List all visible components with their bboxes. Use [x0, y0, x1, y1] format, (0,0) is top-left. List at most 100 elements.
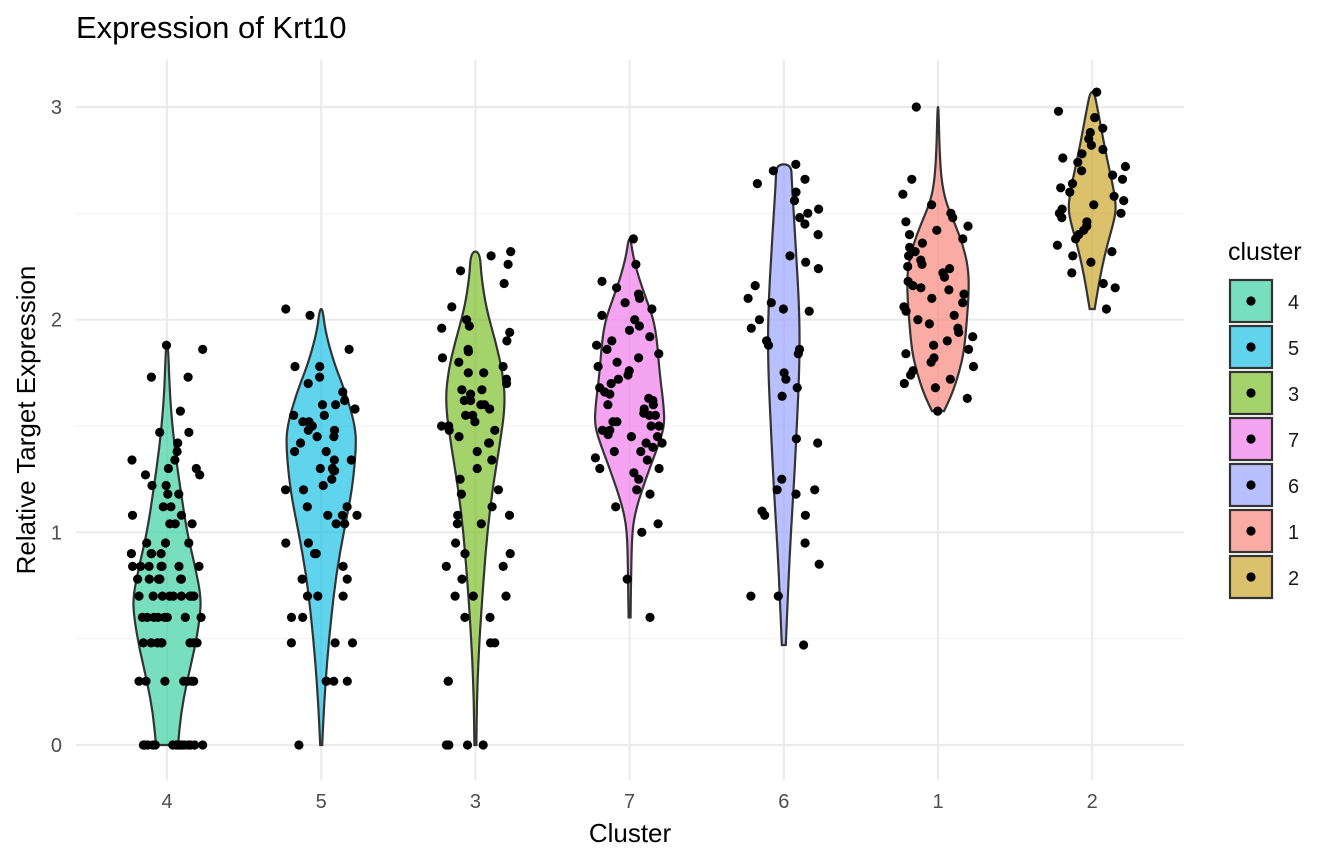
data-point: [466, 389, 476, 399]
data-point: [609, 446, 619, 457]
violin-cluster-6: [766, 163, 801, 647]
data-point: [645, 612, 655, 623]
data-point: [168, 591, 178, 601]
data-point: [766, 298, 776, 308]
data-point: [814, 204, 824, 214]
legend-key-point: [1246, 296, 1256, 306]
data-point: [340, 519, 350, 529]
legend-label: 6: [1288, 476, 1299, 498]
data-point: [1098, 123, 1108, 133]
data-point: [791, 489, 801, 499]
x-axis-ticks: 4 5 3 7 6 1 2: [161, 791, 1097, 813]
data-point: [654, 421, 664, 431]
data-point: [1058, 153, 1068, 163]
data-point: [929, 353, 939, 363]
violin-cluster-3: [445, 250, 506, 747]
data-point: [762, 336, 772, 346]
data-point: [1090, 113, 1100, 123]
jitter-points: [126, 87, 1130, 750]
data-point: [338, 387, 348, 397]
data-point: [634, 353, 644, 363]
data-point: [194, 561, 204, 572]
data-point: [746, 591, 756, 601]
data-point: [927, 200, 937, 210]
data-point: [1073, 157, 1083, 167]
data-point: [620, 298, 630, 308]
data-point: [1077, 149, 1087, 159]
data-point: [338, 561, 348, 572]
data-point: [315, 372, 325, 382]
data-point: [504, 510, 515, 520]
data-point: [624, 366, 634, 376]
data-point: [183, 740, 193, 750]
data-point: [1098, 144, 1108, 155]
data-point: [163, 489, 173, 499]
data-point: [450, 591, 460, 601]
data-point: [968, 332, 978, 342]
legend-label: 4: [1288, 292, 1299, 314]
data-point: [454, 357, 464, 367]
data-point: [791, 187, 801, 197]
y-tick-label: 1: [51, 522, 62, 544]
data-point: [899, 378, 909, 389]
data-point: [1116, 208, 1126, 218]
data-point: [441, 561, 451, 572]
data-point: [606, 378, 616, 389]
data-point: [626, 432, 637, 442]
legend-label: 2: [1288, 568, 1299, 590]
data-point: [437, 421, 447, 431]
data-point: [799, 640, 809, 650]
data-point: [913, 315, 923, 325]
data-point: [315, 361, 325, 372]
data-point: [176, 591, 186, 601]
data-point: [468, 410, 478, 420]
data-point: [772, 485, 782, 495]
data-point: [899, 302, 909, 312]
data-point: [305, 310, 315, 320]
data-point: [290, 361, 300, 372]
legend-label: 3: [1288, 384, 1299, 406]
data-point: [148, 591, 158, 601]
data-point: [187, 676, 197, 686]
data-point: [592, 340, 602, 350]
y-axis-title: Relative Target Expression: [11, 266, 41, 575]
data-point: [286, 638, 296, 648]
data-point: [172, 446, 182, 457]
data-point: [157, 638, 167, 648]
data-point: [654, 463, 664, 474]
data-point: [153, 612, 163, 623]
data-point: [1067, 268, 1077, 278]
data-point: [184, 538, 194, 548]
data-point: [493, 485, 503, 495]
data-point: [634, 321, 645, 331]
data-point: [945, 374, 955, 384]
data-point: [174, 561, 184, 572]
data-point: [503, 259, 513, 269]
x-axis-title: Cluster: [589, 818, 672, 848]
data-point: [144, 561, 154, 572]
data-point: [315, 463, 325, 474]
data-point: [501, 374, 511, 384]
data-point: [641, 438, 651, 448]
data-point: [472, 463, 482, 474]
data-point: [142, 538, 152, 548]
data-point: [191, 463, 201, 474]
data-point: [281, 485, 291, 495]
data-point: [964, 344, 974, 354]
data-point: [468, 591, 478, 601]
data-point: [916, 255, 926, 265]
data-point: [198, 344, 208, 354]
data-point: [498, 561, 508, 572]
data-point: [789, 196, 800, 206]
data-point: [933, 406, 943, 416]
data-point: [155, 574, 165, 584]
data-point: [904, 230, 915, 240]
data-point: [294, 740, 304, 750]
legend-title: cluster: [1228, 238, 1302, 266]
data-point: [477, 385, 487, 395]
data-point: [1085, 127, 1095, 138]
y-tick-label: 2: [51, 310, 62, 332]
data-point: [138, 638, 148, 648]
data-point: [968, 361, 979, 372]
data-point: [297, 574, 307, 584]
